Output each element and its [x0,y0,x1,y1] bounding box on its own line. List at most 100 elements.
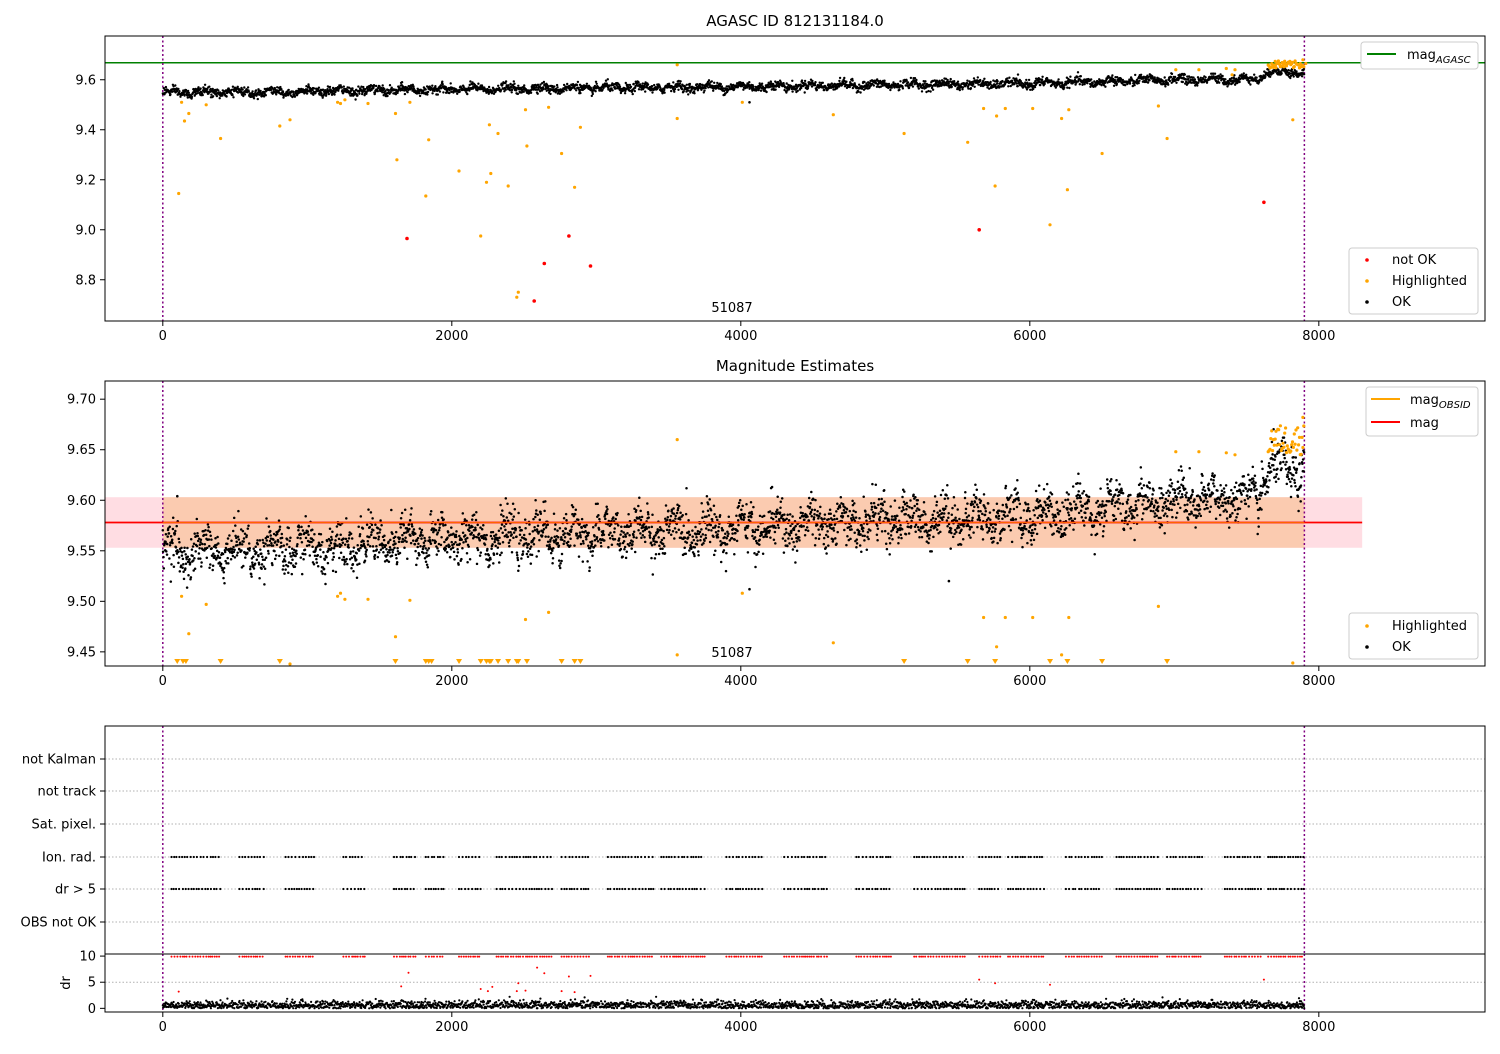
ok-point [539,518,542,521]
ok-point [279,86,281,88]
ok-point [424,539,427,542]
ok-point [600,541,603,544]
ok-point [638,496,641,499]
ok-point [191,548,194,551]
ok-point [331,558,334,561]
ok-point [513,80,515,82]
ok-point [617,524,620,527]
ok-point [355,552,358,555]
ok-point [657,536,660,539]
ok-point [403,532,406,535]
ok-point [535,555,538,558]
ok-point [623,540,626,543]
ok-point [280,88,282,90]
ok-point [516,554,519,557]
ok-point [162,550,165,553]
ok-point [708,79,710,81]
ok-point [254,563,257,566]
ok-point [500,527,503,530]
ok-point [678,528,681,531]
highlighted-point [982,107,985,110]
ok-point [509,83,511,85]
ok-point [421,534,424,537]
ok-point [440,544,443,547]
ok-point [333,547,336,550]
ok-point [243,86,245,88]
ok-point [606,508,609,511]
ok-point [230,558,233,561]
ok-point [1147,81,1149,83]
ok-point [440,536,443,539]
ok-point [406,91,408,93]
ok-point [322,551,325,554]
ok-point [335,571,338,574]
ok-point [713,82,715,84]
ok-point [697,550,700,553]
ok-point [420,531,423,534]
ok-point [1091,82,1093,84]
ok-point [304,549,307,552]
ok-point [415,564,418,567]
ok-point [210,547,213,550]
ok-point [456,548,459,551]
ok-point [480,551,483,554]
ok-point [594,544,597,547]
ok-point [185,558,188,561]
ok-point [558,544,561,547]
ok-point [182,558,185,561]
ok-point [693,92,695,94]
ok-point [501,509,504,512]
ok-point [332,570,335,573]
ok-point [559,562,562,565]
ok-point [214,555,217,558]
ok-point [260,552,263,555]
ok-point [516,551,519,554]
highlighted-point [1225,67,1228,70]
ok-point [204,543,207,546]
ok-point [492,531,495,534]
ok-point [257,543,260,546]
ok-point [436,547,439,550]
highlighted-point [832,113,835,116]
ok-point [206,556,209,559]
ok-point [565,528,568,531]
ok-point [343,85,345,87]
ok-point [366,523,369,526]
legend-ok-label: OK [1392,295,1411,310]
ok-point [256,539,259,542]
ok-point [1238,81,1240,83]
ok-point [632,93,634,95]
ok-point [431,92,433,94]
ok-point [667,516,670,519]
ok-point [898,89,900,91]
ok-point [614,518,617,521]
ok-point [382,551,385,554]
ok-point [177,88,179,90]
legend-highlighted-marker [1365,279,1369,283]
ok-point [273,550,276,553]
ok-point [494,545,497,548]
ok-point [372,545,375,548]
ok-point [408,523,411,526]
ok-point [465,540,468,543]
not-ok-point [1262,201,1266,205]
ok-point [168,532,171,535]
ok-point [416,557,419,560]
ok-point [653,84,655,86]
ok-point [1253,74,1255,76]
highlighted-point [1166,137,1169,140]
highlighted-point [1101,152,1104,155]
ok-point [681,88,683,90]
ok-point [1140,74,1142,76]
ok-point [400,517,403,520]
ok-point [300,556,303,559]
ok-point [600,545,603,548]
ok-point [209,563,212,566]
ok-point [631,543,634,546]
ok-point [304,553,307,556]
ok-point [651,91,653,93]
ok-point [345,517,348,520]
ok-point [441,511,444,514]
ok-point [375,545,378,548]
ok-point [258,577,261,580]
